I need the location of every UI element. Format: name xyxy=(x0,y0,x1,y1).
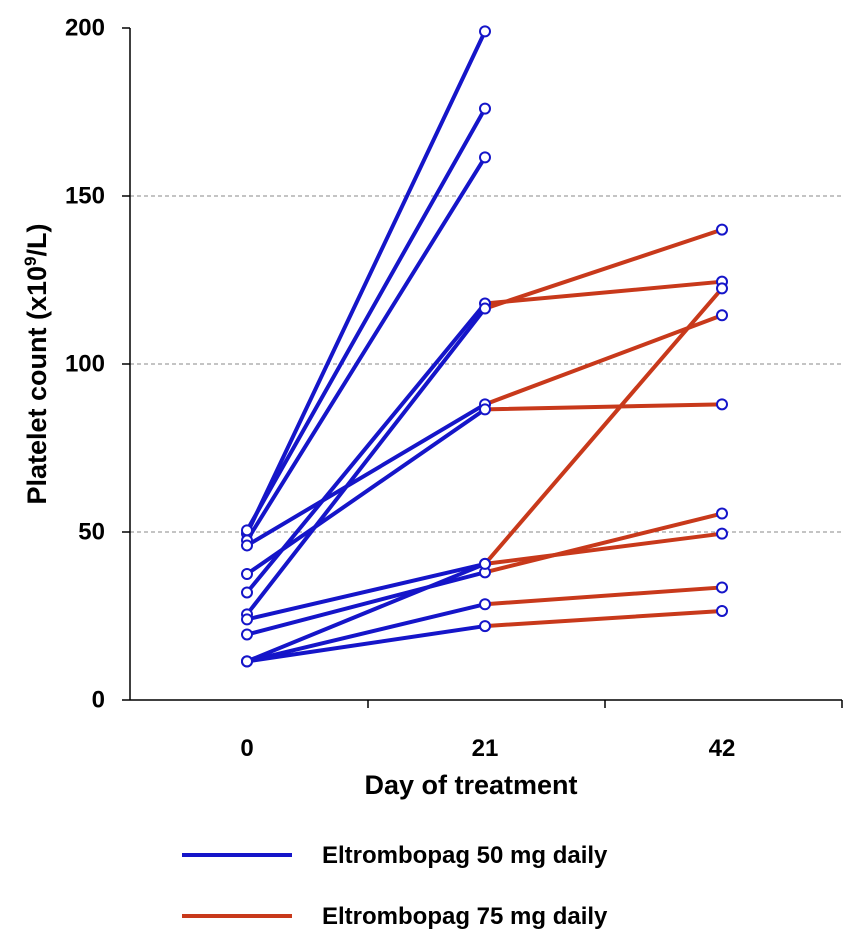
data-point-day42 xyxy=(716,282,728,295)
y-tick-label: 150 xyxy=(65,182,105,209)
data-point-day42 xyxy=(716,507,728,520)
series-line-50mg xyxy=(245,106,487,533)
data-point-day42 xyxy=(716,527,728,540)
series-line-75mg xyxy=(483,227,724,311)
data-lines xyxy=(245,29,724,664)
legend-label-75mg: Eltrombopag 75 mg daily xyxy=(322,903,608,930)
series-line-75mg xyxy=(483,511,724,575)
series-line-75mg xyxy=(483,286,724,566)
series-line-50mg xyxy=(245,29,487,536)
y-tick-label: 50 xyxy=(78,518,105,545)
y-tick-label: 100 xyxy=(65,350,105,377)
data-point-day0 xyxy=(241,655,253,668)
series-line-50mg xyxy=(245,561,487,664)
data-point-day21 xyxy=(479,151,491,164)
x-tick-label-21: 21 xyxy=(472,735,499,762)
series-line-75mg xyxy=(483,279,724,306)
y-axis-title-main: Platelet count (x10 xyxy=(22,266,52,505)
data-point-day0 xyxy=(241,586,253,599)
data-point-day21 xyxy=(479,598,491,611)
series-line-50mg xyxy=(245,624,487,664)
data-point-day21 xyxy=(479,25,491,38)
x-tick-label-0: 0 xyxy=(240,735,253,762)
series-line-50mg xyxy=(245,306,487,617)
data-point-day42 xyxy=(716,223,728,236)
data-points xyxy=(241,25,728,668)
y-ticks: 0 50 100 150 200 xyxy=(65,14,130,713)
series-line-75mg xyxy=(483,531,724,566)
data-point-day0 xyxy=(241,613,253,626)
data-point-day21 xyxy=(479,403,491,416)
y-axis-title-sup: 9 xyxy=(21,256,40,265)
series-line-50mg xyxy=(245,155,487,543)
data-point-day0 xyxy=(241,524,253,537)
series-line-75mg xyxy=(483,402,724,412)
data-point-day21 xyxy=(479,102,491,115)
y-tick-label: 200 xyxy=(65,14,105,41)
data-point-day0 xyxy=(241,539,253,552)
data-point-day21 xyxy=(479,302,491,315)
y-axis-title: Platelet count (x109/L) xyxy=(21,223,52,504)
y-tick-label: 0 xyxy=(92,686,105,713)
data-point-day21 xyxy=(479,620,491,633)
series-line-75mg xyxy=(483,608,724,629)
x-tick-label-42: 42 xyxy=(709,735,736,762)
x-axis-title: Day of treatment xyxy=(364,770,577,800)
legend: Eltrombopag 50 mg daily Eltrombopag 75 m… xyxy=(182,842,608,930)
series-line-50mg xyxy=(245,602,487,664)
series-line-75mg xyxy=(483,313,724,407)
legend-label-50mg: Eltrombopag 50 mg daily xyxy=(322,842,608,869)
data-point-day42 xyxy=(716,398,728,411)
data-point-day42 xyxy=(716,309,728,322)
data-point-day0 xyxy=(241,628,253,641)
series-line-75mg xyxy=(483,585,724,607)
data-point-day42 xyxy=(716,604,728,617)
series-line-50mg xyxy=(245,402,487,548)
series-line-50mg xyxy=(245,561,487,622)
data-point-day0 xyxy=(241,568,253,580)
series-line-50mg xyxy=(245,407,487,576)
data-point-day21 xyxy=(479,557,491,570)
gridlines xyxy=(130,195,842,533)
series-line-50mg xyxy=(245,570,487,637)
y-axis-title-end: /L) xyxy=(22,223,52,256)
data-point-day42 xyxy=(716,581,728,594)
